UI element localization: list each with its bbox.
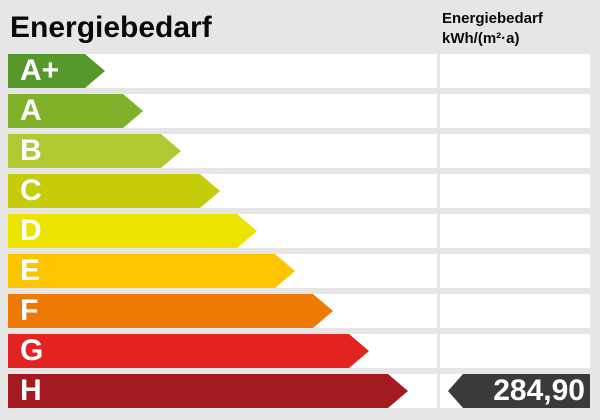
scale-row-g: G <box>0 334 600 368</box>
scale-bar-label: H <box>20 374 42 407</box>
scale-bar-label: B <box>20 134 42 167</box>
scale-bar-f: F <box>8 294 333 328</box>
row-track-side <box>440 174 590 208</box>
scale-bar-label: A+ <box>20 54 60 87</box>
scale-bar-h: H <box>8 374 408 408</box>
row-track-side <box>440 134 590 168</box>
unit-label: Energiebedarf kWh/(m²·a) <box>442 9 543 49</box>
scale-bar-a-plus: A+ <box>8 54 105 88</box>
scale-row-b: B <box>0 134 600 168</box>
scale-bar-label: E <box>20 254 41 287</box>
unit-label-line-2: kWh/(m²·a) <box>442 30 520 47</box>
scale-bar-label: C <box>20 174 42 207</box>
value-arrow: 284,90 <box>448 374 590 408</box>
row-track-side <box>440 214 590 248</box>
scale-row-e: E <box>0 254 600 288</box>
scale-row-c: C <box>0 174 600 208</box>
scale-row-a-plus: A+ <box>0 54 600 88</box>
row-track-side <box>440 54 590 88</box>
scale-bar-label: A <box>20 94 42 127</box>
value-text: 284,90 <box>493 374 585 407</box>
scale-row-f: F <box>0 294 600 328</box>
scale-bar-label: D <box>20 214 42 247</box>
unit-label-line-1: Energiebedarf <box>442 10 543 27</box>
scale-row-d: D <box>0 214 600 248</box>
row-track-side <box>440 294 590 328</box>
scale-bar-label: G <box>20 334 44 367</box>
row-track-side <box>440 94 590 128</box>
scale-bar-label: F <box>20 294 39 327</box>
scale-row-a: A <box>0 94 600 128</box>
row-track-side <box>440 334 590 368</box>
row-track-side <box>440 254 590 288</box>
scale-bar-a: A <box>8 94 143 128</box>
scale-bar-e: E <box>8 254 295 288</box>
scale-bar-d: D <box>8 214 257 248</box>
scale-bar-c: C <box>8 174 220 208</box>
scale-bar-b: B <box>8 134 181 168</box>
scale-bar-g: G <box>8 334 369 368</box>
page-title: Energiebedarf <box>10 11 212 44</box>
